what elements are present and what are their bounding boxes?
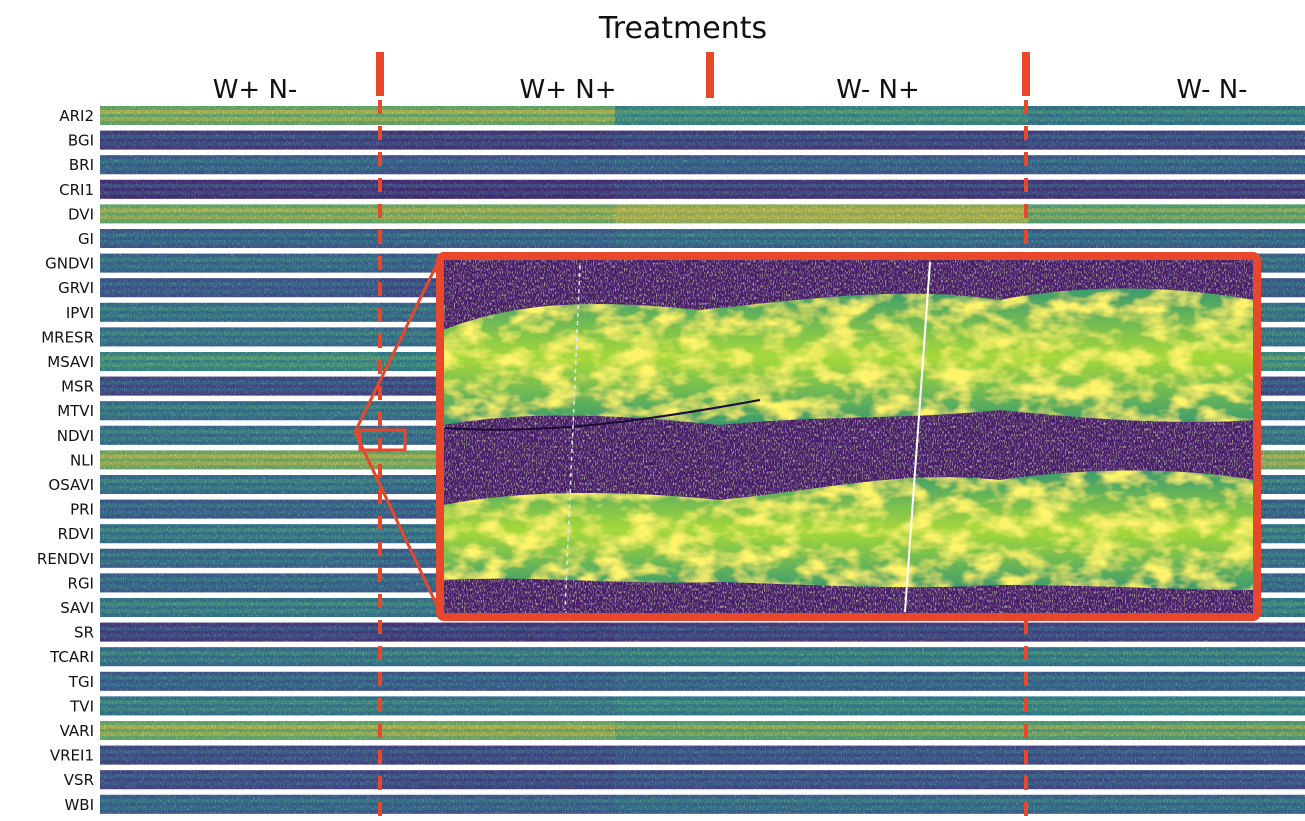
index-label: SR: [74, 624, 94, 642]
index-label: TGI: [68, 673, 94, 691]
index-label: BGI: [68, 132, 94, 150]
index-strip: [100, 229, 1305, 248]
strip-texture: [100, 721, 1305, 740]
index-strip: [100, 721, 1305, 740]
treatment-label: W+ N-: [213, 75, 298, 105]
index-label: NDVI: [57, 427, 94, 445]
figure-title: Treatments: [598, 11, 767, 46]
index-label: PRI: [70, 501, 94, 519]
strip-texture: [100, 204, 1305, 224]
divider-marker: [1022, 52, 1030, 96]
treatment-dividers: [376, 52, 1030, 821]
index-label: VREI1: [50, 747, 94, 765]
index-label: GI: [78, 230, 94, 248]
strip-texture: [100, 745, 1305, 765]
zoom-callout: [353, 252, 1261, 621]
index-label: MSAVI: [47, 353, 94, 371]
index-label: GRVI: [58, 279, 94, 297]
index-label: RGI: [68, 574, 94, 592]
index-label: CRI1: [59, 181, 94, 199]
treatment-label: W+ N+: [520, 75, 617, 105]
strip-texture: [100, 229, 1305, 248]
index-label: WBI: [64, 796, 94, 814]
strip-texture: [100, 671, 1305, 691]
index-label: SAVI: [60, 599, 94, 617]
marker-line-dashed: [564, 264, 581, 611]
divider-marker: [706, 52, 714, 98]
strip-texture: [100, 770, 1305, 790]
index-strip: [100, 130, 1305, 150]
crop-row-lower: [443, 470, 1254, 590]
index-label: DVI: [68, 205, 94, 223]
strip-texture: [100, 130, 1305, 150]
strip-texture: [100, 794, 1305, 814]
index-strip: [100, 155, 1305, 175]
index-label: RDVI: [58, 525, 94, 543]
zoom-inset-image: [443, 259, 1254, 614]
index-label: MSR: [61, 378, 94, 396]
index-strip: [100, 204, 1305, 224]
index-strip: [100, 794, 1305, 814]
treatment-label: W- N+: [836, 75, 920, 105]
treatment-labels: W+ N- W+ N+ W- N+ W- N-: [213, 75, 1248, 105]
strip-texture: [100, 696, 1305, 716]
index-label: BRI: [69, 156, 94, 174]
strip-texture: [100, 622, 1305, 642]
index-label: IPVI: [66, 304, 94, 322]
index-label: VARI: [60, 722, 94, 740]
index-strip: [100, 106, 1305, 125]
marker-line-solid: [904, 261, 931, 613]
strip-texture: [100, 155, 1305, 175]
index-label: MTVI: [57, 402, 94, 420]
index-label: ARI2: [59, 107, 94, 125]
index-labels: ARI2 BGI BRI CRI1 DVI GI GNDVI GRVI IPVI MRESR MSA…: [37, 107, 94, 814]
index-label: TCARI: [49, 648, 94, 666]
strip-texture: [100, 179, 1305, 199]
index-label: GNDVI: [45, 255, 94, 273]
irrigation-line: [444, 399, 761, 431]
index-strip: [100, 745, 1305, 765]
index-label: MRESR: [41, 328, 94, 346]
index-strip: [100, 696, 1305, 716]
index-strip: [100, 671, 1305, 691]
strip-texture: [100, 647, 1305, 667]
zoom-connector-lines: [353, 257, 442, 613]
crop-row-upper: [443, 288, 1254, 425]
treatment-label: W- N-: [1176, 75, 1247, 105]
index-label: RENDVI: [37, 550, 94, 568]
divider-marker: [376, 52, 384, 96]
index-label: NLI: [70, 451, 94, 469]
index-strip: [100, 179, 1305, 199]
index-strip: [100, 647, 1305, 667]
strip-texture: [100, 106, 1305, 125]
zoom-inset-frame: [436, 252, 1261, 621]
index-label: VSR: [64, 771, 94, 789]
index-label: TVI: [69, 697, 94, 715]
index-label: OSAVI: [48, 476, 94, 494]
index-strip: [100, 770, 1305, 790]
index-strip: [100, 622, 1305, 642]
